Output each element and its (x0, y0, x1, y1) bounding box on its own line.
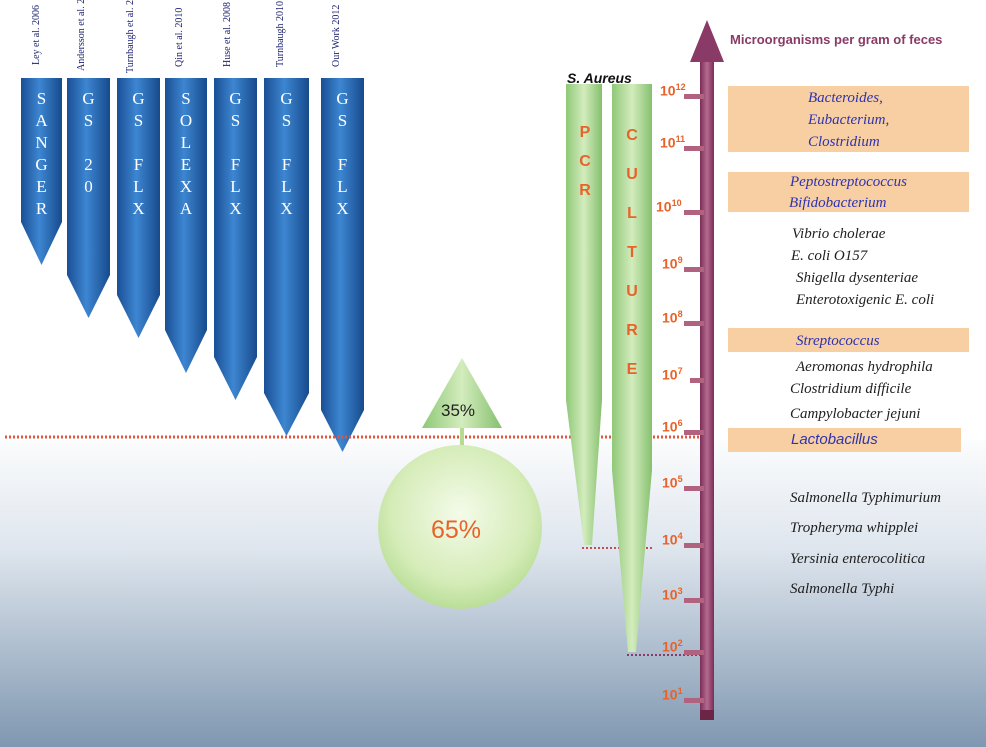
tick-1 (684, 698, 704, 703)
arrow-our-work-2012 (321, 78, 364, 452)
organism-etec: Enterotoxigenic E. coli (796, 292, 935, 308)
tick-11 (684, 146, 704, 151)
tick-6 (684, 430, 704, 435)
scale-label-9: 109 (662, 255, 683, 272)
axis-shaft (700, 60, 714, 720)
organism-lactobacillus: Lactobacillus (791, 431, 878, 448)
arrow-turnbaugh-2010 (264, 78, 309, 436)
platform-label-andersson: G S 2 0 (82, 89, 95, 196)
axis-base (700, 710, 714, 720)
band-streptococcus (728, 328, 969, 352)
scale-label-1: 101 (662, 686, 683, 703)
study-citation-ley: Ley et al. 2006 (31, 5, 42, 65)
undetected-percent: 65% (431, 516, 482, 544)
scale-label-10: 1010 (656, 198, 682, 215)
organism-bifidobacterium: Bifidobacterium (789, 195, 887, 211)
organism-clostridium: Clostridium (808, 134, 880, 150)
band-lactobacillus (728, 428, 961, 452)
pcr-column (566, 84, 602, 545)
scale-label-12: 1012 (660, 82, 686, 99)
s-aureus-label: S. Aureus (567, 70, 632, 86)
platform-label-huse: G S F L X (229, 89, 242, 218)
organism-clostridium-difficile: Clostridium difficile (790, 381, 912, 397)
scale-label-7: 107 (662, 366, 683, 383)
platform-label-qin: S O L E X A (179, 89, 193, 218)
tick-10 (684, 210, 704, 215)
undetected-circle (378, 445, 542, 609)
organism-peptostreptococcus: Peptostreptococcus (790, 174, 907, 190)
study-citation-turnbaugh-2010: Turnbaugh 2010 (275, 0, 286, 67)
axis-arrowhead (690, 20, 724, 62)
study-citation-turnbaugh-2009: Turnbaugh et al. 2009 (125, 0, 136, 73)
tick-5 (684, 486, 704, 491)
platform-label-our-work: G S F L X (336, 89, 349, 218)
organism-shigella: Shigella dysenteriae (796, 270, 919, 286)
study-citation-qin: Qin et al. 2010 (174, 7, 185, 67)
sequencing-arrows (21, 78, 364, 452)
organism-eubacterium: Eubacterium, (808, 112, 890, 128)
platform-label-turnbaugh-2009: G S F L X (132, 89, 145, 218)
scale-label-3: 103 (662, 586, 683, 603)
organism-bacteroides: Bacteroides, (808, 90, 883, 106)
organism-vibrio-cholerae: Vibrio cholerae (792, 226, 886, 242)
culture-column (612, 84, 652, 652)
organism-yersinia: Yersinia enterocolitica (790, 551, 926, 567)
scale-label-2: 102 (662, 638, 683, 655)
arrow-ley-2006 (21, 78, 62, 265)
organism-streptococcus: Streptococcus (796, 333, 880, 349)
detected-triangle (422, 358, 502, 428)
organism-aeromonas: Aeromonas hydrophila (796, 359, 933, 375)
arrow-qin-2010 (165, 78, 207, 373)
axis-title: Microorganisms per gram of feces (730, 32, 943, 47)
tick-4 (684, 543, 704, 548)
tick-12 (684, 94, 704, 99)
arrow-andersson-2008 (67, 78, 110, 318)
tick-2 (684, 650, 704, 655)
organism-ecoli-o157: E. coli O157 (791, 248, 868, 264)
culture-label: C U L T U R E (626, 127, 638, 378)
study-citation-huse: Huse et al. 2008 (222, 2, 233, 67)
scale-label-8: 108 (662, 309, 683, 326)
scale-label-4: 104 (662, 531, 683, 548)
band-bacteroides (728, 86, 969, 152)
tick-9 (684, 267, 704, 272)
organism-tropheryma: Tropheryma whipplei (790, 520, 919, 536)
platform-label-turnbaugh-2010: G S F L X (280, 89, 293, 218)
scale-label-11: 1011 (660, 134, 686, 151)
study-citation-our-work: Our Work 2012 (331, 4, 342, 67)
scale-label-5: 105 (662, 474, 683, 491)
organism-salmonella-typhimurium: Salmonella Typhimurium (790, 490, 941, 506)
platform-label-ley: S A N G E R (35, 89, 48, 218)
scale-label-6: 106 (662, 418, 683, 435)
arrow-huse-2008 (214, 78, 257, 400)
tick-3 (684, 598, 704, 603)
detected-percent: 35% (441, 401, 476, 420)
pcr-label: P C R (579, 124, 591, 199)
study-citation-andersson: Andersson et al. 2008 (76, 0, 87, 71)
tick-8 (684, 321, 704, 326)
organism-campylobacter: Campylobacter jejuni (790, 406, 921, 422)
tick-7 (690, 378, 704, 383)
organism-salmonella-typhi: Salmonella Typhi (790, 581, 895, 597)
band-peptostreptococcus (728, 172, 969, 212)
arrow-turnbaugh-2009 (117, 78, 160, 338)
